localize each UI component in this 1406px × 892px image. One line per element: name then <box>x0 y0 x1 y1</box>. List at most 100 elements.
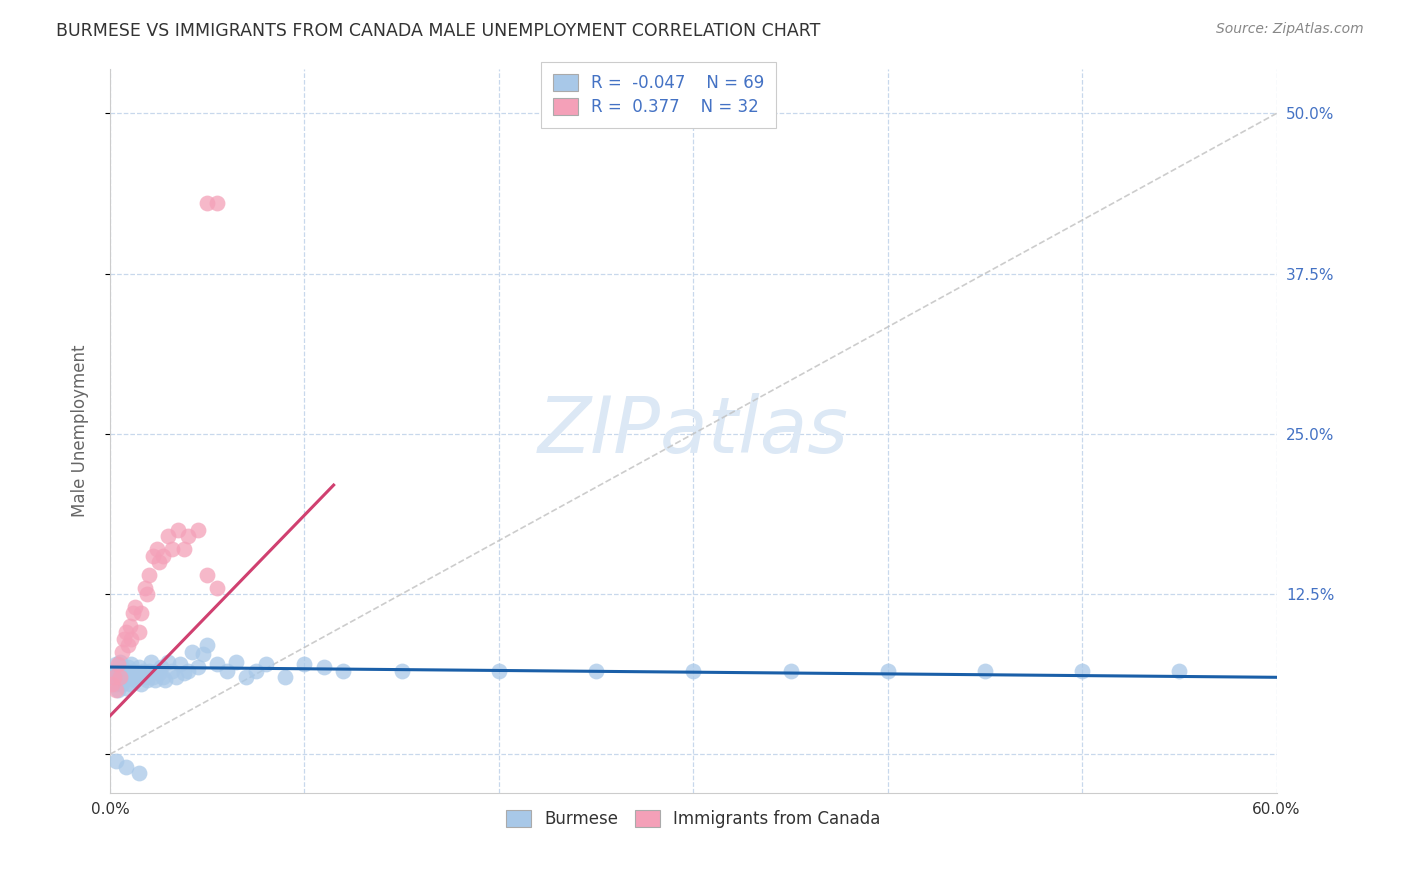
Point <box>117 660 139 674</box>
Point <box>132 664 155 678</box>
Point <box>136 673 159 687</box>
Point <box>139 655 162 669</box>
Point <box>152 670 174 684</box>
Point <box>173 666 195 681</box>
Point <box>101 664 124 678</box>
Point <box>120 632 142 646</box>
Point <box>157 529 180 543</box>
Point <box>332 664 354 678</box>
Point <box>101 676 124 690</box>
Point <box>108 670 131 684</box>
Point <box>114 681 136 695</box>
Point <box>162 664 184 678</box>
Text: ZIPatlas: ZIPatlas <box>538 392 849 468</box>
Point <box>143 673 166 687</box>
Point <box>149 660 172 674</box>
Point <box>112 667 135 681</box>
Point <box>195 638 218 652</box>
Point <box>157 655 180 669</box>
Point <box>114 664 136 678</box>
Point <box>195 196 218 211</box>
Point <box>145 664 167 678</box>
Point <box>104 683 127 698</box>
Point <box>111 645 134 659</box>
Point <box>117 670 139 684</box>
Point <box>173 542 195 557</box>
Point <box>187 660 209 674</box>
Point <box>124 599 146 614</box>
Y-axis label: Male Unemployment: Male Unemployment <box>72 344 89 516</box>
Point <box>779 664 801 678</box>
Point <box>165 670 187 684</box>
Text: BURMESE VS IMMIGRANTS FROM CANADA MALE UNEMPLOYMENT CORRELATION CHART: BURMESE VS IMMIGRANTS FROM CANADA MALE U… <box>56 22 821 40</box>
Point <box>108 655 131 669</box>
Point <box>112 673 135 687</box>
Point <box>245 664 267 678</box>
Point <box>103 670 125 684</box>
Point <box>205 196 228 211</box>
Point <box>162 542 184 557</box>
Point <box>876 664 898 678</box>
Point <box>138 567 160 582</box>
Point <box>111 676 134 690</box>
Point <box>122 606 145 620</box>
Point <box>195 567 218 582</box>
Point <box>128 660 150 674</box>
Point <box>117 638 139 652</box>
Point <box>138 664 160 678</box>
Point <box>254 657 277 672</box>
Point <box>488 664 510 678</box>
Point <box>215 664 238 678</box>
Point <box>128 625 150 640</box>
Point <box>107 683 129 698</box>
Point <box>1071 664 1094 678</box>
Point <box>225 655 247 669</box>
Point <box>122 664 145 678</box>
Point <box>177 529 200 543</box>
Point <box>118 676 141 690</box>
Point <box>107 657 129 672</box>
Point <box>235 670 257 684</box>
Point <box>104 754 127 768</box>
Point <box>585 664 607 678</box>
Point <box>122 670 145 684</box>
Point <box>312 660 335 674</box>
Point <box>134 670 156 684</box>
Point <box>112 632 135 646</box>
Point <box>114 625 136 640</box>
Point <box>205 657 228 672</box>
Point <box>120 657 142 672</box>
Point <box>136 587 159 601</box>
Point <box>103 670 125 684</box>
Point <box>169 657 191 672</box>
Point <box>177 664 200 678</box>
Point <box>391 664 413 678</box>
Point <box>127 667 149 681</box>
Point <box>129 676 152 690</box>
Point <box>118 619 141 633</box>
Text: Source: ZipAtlas.com: Source: ZipAtlas.com <box>1216 22 1364 37</box>
Point <box>129 606 152 620</box>
Point <box>104 657 127 672</box>
Point <box>152 549 174 563</box>
Point <box>107 664 129 678</box>
Point <box>124 673 146 687</box>
Point <box>205 581 228 595</box>
Point <box>682 664 704 678</box>
Point <box>111 660 134 674</box>
Point <box>134 581 156 595</box>
Point <box>114 760 136 774</box>
Point <box>142 549 165 563</box>
Point <box>145 542 167 557</box>
Point <box>167 523 190 537</box>
Point <box>104 676 127 690</box>
Point <box>108 670 131 684</box>
Point <box>153 673 176 687</box>
Point <box>187 523 209 537</box>
Point <box>148 666 170 681</box>
Legend: Burmese, Immigrants from Canada: Burmese, Immigrants from Canada <box>499 804 887 835</box>
Point <box>974 664 997 678</box>
Point <box>294 657 316 672</box>
Point <box>274 670 297 684</box>
Point <box>1168 664 1191 678</box>
